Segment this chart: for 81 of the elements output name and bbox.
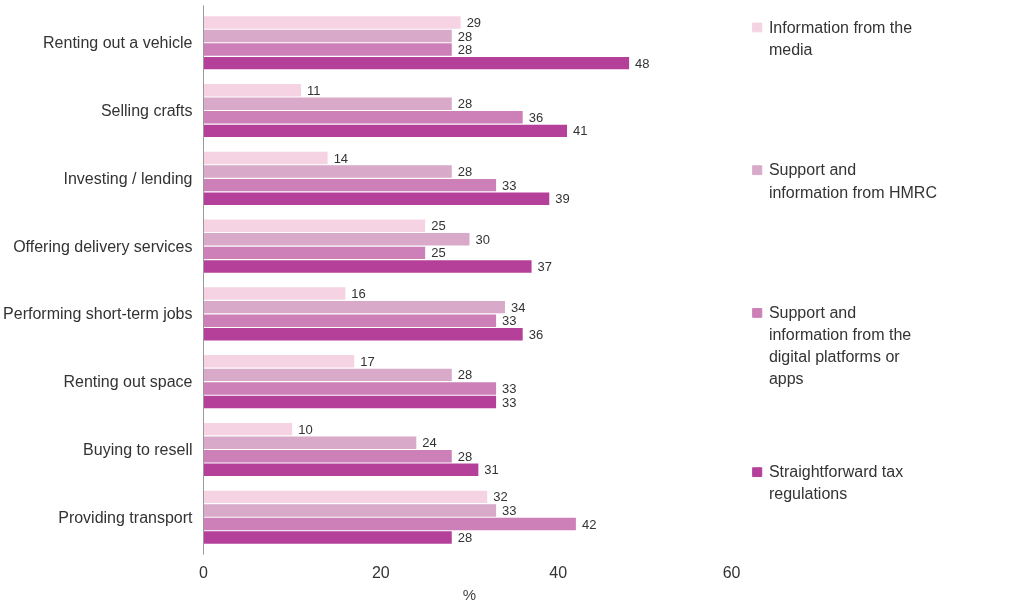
data-label: 11 bbox=[307, 82, 321, 98]
bar bbox=[203, 422, 293, 436]
x-axis-title: % bbox=[462, 585, 477, 603]
bar bbox=[203, 449, 452, 463]
y-tick-label: Investing / lending bbox=[63, 169, 193, 187]
data-label: 28 bbox=[457, 42, 473, 58]
data-label: 28 bbox=[457, 367, 473, 383]
data-label: 24 bbox=[422, 435, 437, 451]
data-label: 28 bbox=[457, 96, 473, 112]
data-label: 16 bbox=[351, 286, 366, 302]
y-tick-label: Offering delivery services bbox=[13, 237, 193, 255]
legend-label: Support and information from HMRC bbox=[768, 161, 937, 201]
bar bbox=[203, 233, 470, 246]
bar bbox=[203, 504, 497, 517]
bar bbox=[203, 83, 302, 97]
data-label: 34 bbox=[510, 299, 526, 315]
legend-label: Support and information from the digital platforms or apps bbox=[768, 304, 912, 388]
bar bbox=[203, 219, 426, 233]
data-label: 30 bbox=[475, 231, 490, 247]
bar bbox=[203, 368, 452, 382]
data-label: 33 bbox=[502, 502, 517, 518]
y-tick-label: Buying to resell bbox=[83, 440, 193, 458]
y-tick-label: Providing transport bbox=[58, 508, 194, 526]
legend-label: Information from the media bbox=[768, 18, 913, 58]
data-label: 36 bbox=[528, 326, 544, 342]
bar bbox=[203, 300, 505, 314]
data-label: 10 bbox=[298, 421, 313, 437]
bar bbox=[203, 382, 497, 395]
x-tick-label: 60 bbox=[722, 563, 741, 581]
bar bbox=[203, 16, 461, 29]
data-label: 28 bbox=[457, 530, 473, 546]
bar bbox=[203, 463, 479, 477]
data-label: 33 bbox=[502, 313, 517, 329]
data-label: 25 bbox=[431, 218, 446, 234]
data-label: 48 bbox=[635, 55, 650, 71]
bar bbox=[203, 97, 452, 111]
data-label: 32 bbox=[493, 489, 508, 505]
y-tick-label: Renting out space bbox=[63, 373, 193, 391]
bar bbox=[203, 314, 497, 327]
bar bbox=[203, 531, 452, 544]
data-label: 36 bbox=[528, 109, 544, 125]
bar bbox=[203, 490, 488, 504]
y-tick-label: Renting out a vehicle bbox=[43, 34, 193, 52]
bar bbox=[203, 43, 452, 56]
bar bbox=[203, 355, 355, 368]
data-label: 28 bbox=[457, 164, 473, 180]
data-label: 37 bbox=[537, 258, 553, 274]
data-label: 31 bbox=[484, 462, 499, 478]
data-label: 29 bbox=[466, 14, 482, 30]
bar bbox=[203, 246, 426, 260]
data-label: 42 bbox=[581, 516, 597, 532]
bar bbox=[203, 192, 550, 205]
data-label: 25 bbox=[431, 245, 446, 261]
bar bbox=[203, 517, 576, 531]
bar bbox=[203, 124, 568, 138]
y-tick-label: Performing short-term jobs bbox=[3, 305, 193, 323]
bar bbox=[203, 327, 523, 341]
data-label: 14 bbox=[333, 150, 349, 166]
x-tick-label: 40 bbox=[549, 563, 568, 581]
data-label: 39 bbox=[555, 191, 570, 207]
bar bbox=[203, 260, 532, 273]
data-label: 33 bbox=[502, 177, 517, 193]
bar bbox=[203, 56, 630, 70]
x-tick-label: 0 bbox=[199, 563, 209, 581]
bar bbox=[203, 111, 523, 124]
bar bbox=[203, 29, 452, 43]
bar bbox=[203, 287, 346, 300]
data-label: 28 bbox=[457, 28, 473, 44]
data-label: 17 bbox=[360, 353, 375, 369]
legend-label: Straightforward tax regulations bbox=[768, 463, 904, 503]
y-tick-label: Selling crafts bbox=[100, 102, 193, 120]
data-label: 41 bbox=[573, 123, 588, 139]
bar bbox=[203, 395, 497, 409]
data-label: 33 bbox=[502, 380, 517, 396]
data-label: 33 bbox=[502, 394, 517, 410]
data-label: 28 bbox=[457, 448, 473, 464]
bar bbox=[203, 178, 497, 192]
x-tick-label: 20 bbox=[371, 563, 390, 581]
bar bbox=[203, 436, 417, 449]
bar bbox=[203, 151, 328, 165]
bar bbox=[203, 165, 452, 178]
